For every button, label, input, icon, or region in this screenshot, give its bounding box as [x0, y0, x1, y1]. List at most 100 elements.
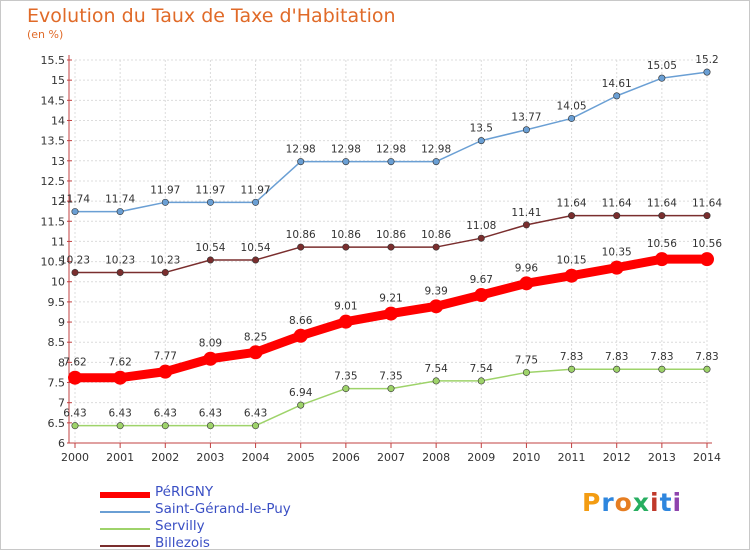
- legend-item: Saint-Gérand-le-Puy: [100, 501, 360, 519]
- legend-label: Billezois: [155, 535, 210, 551]
- x-tick-label: 2000: [61, 451, 89, 464]
- legend-item: Billezois: [100, 535, 360, 553]
- data-point: [703, 68, 711, 76]
- data-point: [297, 243, 305, 251]
- data-point: [116, 268, 124, 276]
- data-point: [71, 208, 79, 216]
- data-label: 15.05: [647, 60, 677, 72]
- data-point: [342, 385, 350, 393]
- data-label: 10.23: [60, 254, 90, 266]
- data-label: 9.39: [424, 285, 447, 297]
- y-tick-label: 9.5: [48, 296, 66, 309]
- data-point: [522, 221, 530, 229]
- data-label: 13.77: [511, 112, 541, 124]
- data-label: 15.2: [695, 54, 718, 66]
- legend-swatch-billezois: [100, 545, 150, 547]
- data-point: [206, 422, 214, 430]
- y-tick-label: 7: [58, 397, 65, 410]
- data-label: 11.64: [602, 198, 632, 210]
- data-point: [609, 260, 624, 275]
- logo-letter: x: [632, 488, 650, 517]
- data-label: 11.97: [241, 184, 271, 196]
- data-label: 6.43: [244, 408, 267, 420]
- data-point: [71, 268, 79, 276]
- x-tick-label: 2005: [287, 451, 315, 464]
- data-label: 10.56: [647, 238, 677, 250]
- data-label: 7.75: [515, 354, 538, 366]
- data-point: [613, 92, 621, 100]
- x-tick-label: 2010: [512, 451, 540, 464]
- data-point: [297, 401, 305, 409]
- data-point: [252, 198, 260, 206]
- data-point: [68, 370, 82, 385]
- y-tick-label: 12: [51, 195, 65, 208]
- x-tick-label: 2004: [242, 451, 270, 464]
- data-point: [474, 288, 489, 303]
- data-label: 7.54: [470, 363, 494, 375]
- data-label: 9.01: [334, 301, 357, 313]
- chart-title: Evolution du Taux de Taxe d'Habitation: [27, 5, 396, 27]
- data-point: [522, 126, 530, 134]
- data-point: [477, 377, 485, 385]
- data-point: [432, 243, 440, 251]
- data-label: 7.54: [424, 363, 448, 375]
- data-label: 6.43: [154, 408, 177, 420]
- x-tick-label: 2013: [648, 451, 676, 464]
- proxiti-logo: Proxiti: [582, 488, 682, 517]
- x-tick-label: 2008: [422, 451, 450, 464]
- y-tick-label: 8: [58, 356, 65, 369]
- data-label: 10.35: [602, 247, 632, 259]
- y-tick-label: 6.5: [48, 417, 66, 430]
- data-point: [342, 243, 350, 251]
- data-label: 10.56: [692, 238, 722, 250]
- x-tick-label: 2006: [332, 451, 360, 464]
- data-label: 6.43: [108, 408, 131, 420]
- data-label: 10.86: [331, 229, 361, 241]
- data-point: [387, 158, 395, 166]
- y-tick-label: 14: [51, 114, 65, 127]
- data-label: 10.54: [241, 242, 271, 254]
- logo-letter: i: [650, 488, 660, 517]
- y-tick-label: 13.5: [41, 135, 66, 148]
- y-tick-label: 10: [51, 276, 65, 289]
- x-tick-label: 2014: [693, 451, 721, 464]
- data-label: 10.23: [105, 254, 135, 266]
- data-label: 10.15: [557, 255, 587, 267]
- data-point: [658, 365, 666, 373]
- data-point: [206, 198, 214, 206]
- data-label: 12.98: [421, 144, 451, 156]
- data-point: [477, 137, 485, 145]
- legend-swatch-servilly: [100, 528, 150, 530]
- data-point: [654, 252, 669, 267]
- legend-swatch-perigny: [100, 492, 150, 498]
- data-label: 7.77: [154, 351, 177, 363]
- logo-letter: P: [582, 488, 602, 517]
- data-point: [116, 422, 124, 430]
- data-label: 7.62: [63, 357, 86, 369]
- data-label: 7.35: [334, 371, 357, 383]
- data-point: [568, 212, 576, 220]
- data-point: [703, 212, 711, 220]
- data-label: 14.61: [602, 78, 632, 90]
- y-tick-label: 14.5: [41, 94, 66, 107]
- y-tick-label: 13: [51, 155, 65, 168]
- logo-letter: t: [659, 488, 673, 517]
- data-label: 8.66: [289, 315, 313, 327]
- data-point: [203, 351, 218, 366]
- data-label: 11.64: [557, 198, 587, 210]
- data-label: 7.83: [695, 351, 718, 363]
- data-point: [161, 422, 169, 430]
- data-point: [338, 314, 353, 329]
- data-point: [252, 422, 260, 430]
- y-tick-label: 9: [58, 316, 65, 329]
- y-tick-label: 8.5: [48, 336, 66, 349]
- data-label: 9.67: [470, 274, 493, 286]
- data-label: 7.83: [605, 351, 628, 363]
- data-label: 9.21: [379, 293, 402, 305]
- data-point: [342, 158, 350, 166]
- x-tick-label: 2002: [151, 451, 179, 464]
- legend-item: PéRIGNY: [100, 484, 360, 502]
- logo-letter: i: [672, 488, 683, 517]
- y-tick-label: 11: [51, 235, 65, 248]
- legend-item: Servilly: [100, 518, 360, 536]
